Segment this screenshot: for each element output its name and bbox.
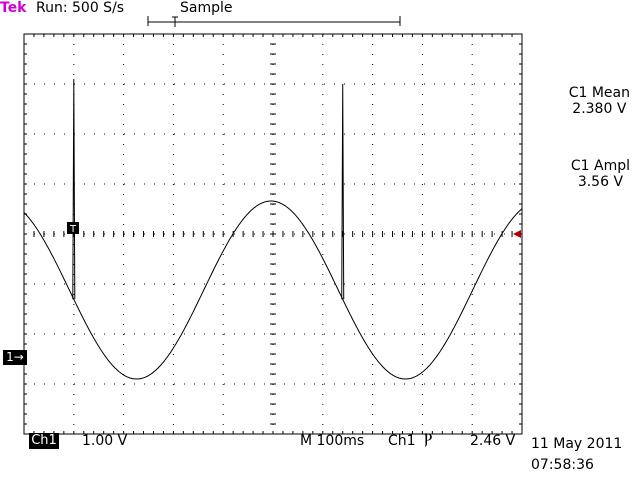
record-position-bracket	[147, 16, 401, 27]
sine-series-line	[23, 200, 523, 380]
run-status: Run: 500 S/s	[36, 0, 125, 16]
measurement-mean-value: 2.380 V	[572, 101, 627, 117]
measurement-amplitude-value: 3.56 V	[577, 174, 624, 190]
trigger-level-arrow	[513, 230, 521, 238]
measurement-amplitude-label: C1 Ampl	[570, 158, 630, 174]
graticule	[23, 33, 523, 435]
brand-logo: Tek	[0, 0, 27, 16]
measurement-mean: C1 Mean 2.380 V	[569, 85, 630, 117]
spike-mark-1	[72, 78, 76, 300]
trigger-point-marker: T	[67, 222, 79, 235]
channel1-ground-marker: 1→	[3, 350, 27, 365]
time-readout: 07:58:36	[531, 457, 594, 473]
trigger-level: 2.46 V	[470, 433, 516, 449]
falling-edge-icon: Ⲣ	[424, 429, 433, 448]
measurement-mean-label: C1 Mean	[568, 85, 630, 101]
spike-mark-2	[341, 83, 345, 300]
timebase-readout: M 100ms	[300, 433, 365, 449]
acquisition-mode: Sample	[180, 0, 233, 16]
trigger-marker-label: T	[69, 224, 77, 235]
volts-per-div: 1.00 V	[82, 433, 128, 449]
measurement-amplitude: C1 Ampl 3.56 V	[571, 158, 630, 190]
trigger-source: Ch1	[388, 433, 416, 449]
channel-badge: Ch1	[29, 433, 59, 449]
date-readout: 11 May 2011	[531, 436, 623, 452]
